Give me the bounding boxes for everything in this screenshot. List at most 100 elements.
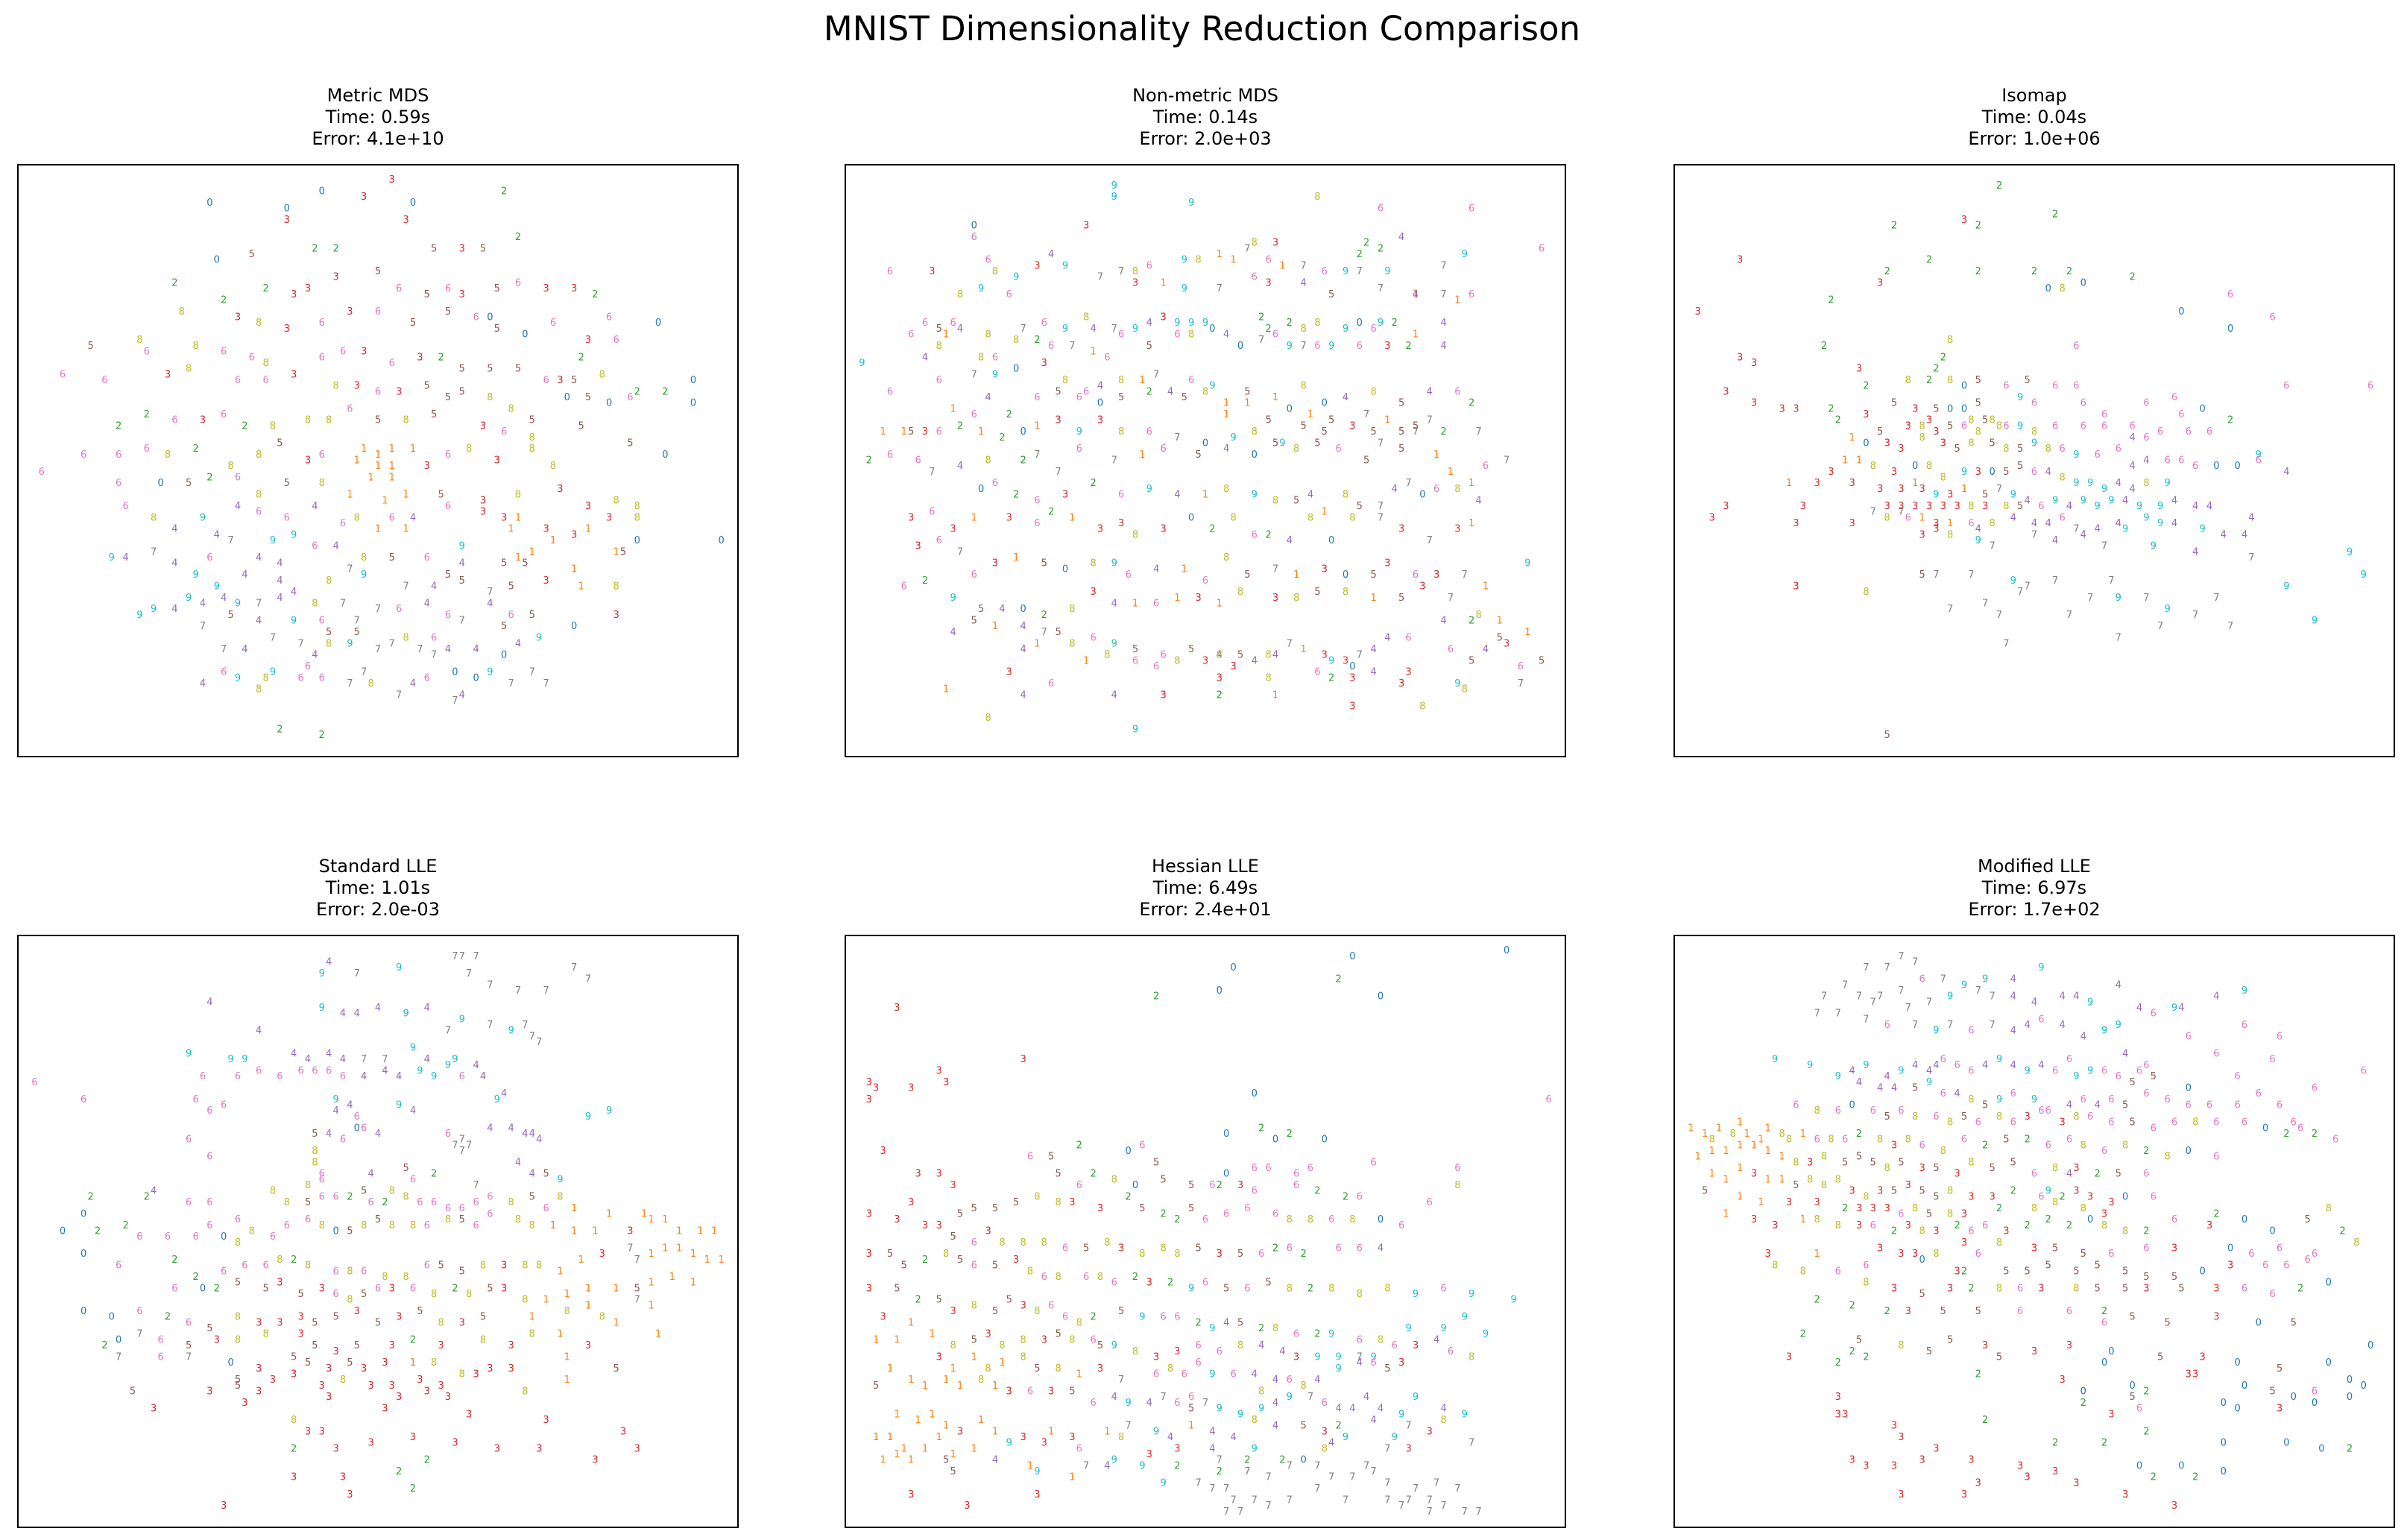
digit-point-6: 6	[1454, 1163, 1460, 1174]
digit-point-5: 5	[1314, 587, 1320, 598]
digit-point-0: 0	[1947, 403, 1953, 414]
digit-point-5: 5	[1975, 398, 1981, 409]
digit-point-0: 0	[2283, 1438, 2289, 1449]
digit-point-9: 9	[1258, 1404, 1264, 1415]
digit-point-1: 1	[978, 426, 984, 438]
digit-point-3: 3	[277, 1278, 283, 1289]
digit-point-8: 8	[1020, 1352, 1026, 1363]
digit-point-6: 6	[171, 1283, 177, 1294]
digit-point-2: 2	[1209, 524, 1215, 535]
digit-point-0: 0	[1300, 1455, 1306, 1466]
digit-point-5: 5	[1884, 1111, 1890, 1123]
digit-point-0: 0	[2312, 1398, 2318, 1409]
digit-point-7: 7	[1384, 1477, 1390, 1489]
digit-point-6: 6	[2038, 1014, 2044, 1025]
digit-point-5: 5	[1265, 1278, 1271, 1289]
digit-point-1: 1	[557, 1329, 563, 1340]
digit-point-6: 6	[367, 1197, 373, 1208]
digit-point-8: 8	[270, 420, 276, 432]
digit-point-1: 1	[1048, 1426, 1054, 1437]
digit-point-8: 8	[999, 1237, 1005, 1249]
digit-point-7: 7	[1989, 991, 1995, 1003]
digit-point-5: 5	[494, 324, 500, 335]
digit-point-9: 9	[410, 1043, 416, 1054]
digit-point-9: 9	[2164, 604, 2170, 615]
digit-point-5: 5	[445, 306, 451, 318]
digit-point-7: 7	[529, 1031, 535, 1042]
digit-point-6: 6	[1258, 1249, 1264, 1260]
digit-point-3: 3	[1160, 689, 1166, 701]
digit-point-4: 4	[2024, 1020, 2030, 1031]
digit-point-8: 8	[319, 478, 325, 489]
digit-point-6: 6	[375, 306, 381, 318]
digit-point-6: 6	[235, 1071, 241, 1082]
digit-point-8: 8	[1034, 1191, 1040, 1202]
digit-point-0: 0	[2101, 1357, 2107, 1369]
digit-point-2: 2	[1468, 398, 1474, 409]
digit-point-8: 8	[1940, 473, 1946, 484]
digit-point-5: 5	[1919, 1186, 1925, 1197]
digit-point-4: 4	[396, 1071, 402, 1082]
digit-point-3: 3	[1062, 490, 1068, 501]
digit-point-7: 7	[256, 599, 262, 610]
digit-point-8: 8	[410, 1220, 416, 1231]
digit-point-8: 8	[1800, 1266, 1806, 1277]
digit-point-4: 4	[2066, 501, 2072, 512]
digit-point-2: 2	[1828, 295, 1834, 306]
digit-point-6: 6	[277, 1071, 283, 1082]
digit-point-7: 7	[1055, 467, 1061, 478]
digit-point-3: 3	[936, 1169, 942, 1180]
digit-point-9: 9	[1933, 490, 1939, 501]
digit-point-6: 6	[501, 426, 507, 438]
digit-point-2: 2	[1378, 243, 1384, 254]
digit-point-8: 8	[403, 415, 408, 426]
digit-point-7: 7	[1427, 1495, 1433, 1506]
digit-point-7: 7	[1863, 962, 1869, 973]
digit-point-3: 3	[1891, 467, 1897, 478]
digit-point-2: 2	[1265, 529, 1271, 540]
digit-point-2: 2	[206, 473, 212, 484]
digit-point-4: 4	[1413, 289, 1419, 300]
digit-point-6: 6	[1933, 1111, 1939, 1123]
digit-point-7: 7	[361, 1054, 367, 1065]
digit-point-5: 5	[1856, 1152, 1862, 1163]
digit-point-8: 8	[361, 552, 367, 564]
digit-point-6: 6	[1244, 1203, 1250, 1214]
digit-point-8: 8	[1905, 1135, 1911, 1146]
digit-point-6: 6	[2269, 1289, 2275, 1300]
digit-point-4: 4	[1146, 1398, 1152, 1409]
digit-point-3: 3	[1265, 277, 1271, 288]
digit-point-8: 8	[1898, 1340, 1904, 1351]
digit-point-6: 6	[60, 369, 66, 380]
digit-point-9: 9	[1202, 318, 1208, 329]
digit-point-3: 3	[508, 1363, 514, 1375]
digit-point-3: 3	[585, 1340, 591, 1351]
digit-point-4: 4	[1328, 1438, 1334, 1449]
digit-point-6: 6	[1062, 1243, 1068, 1255]
digit-point-8: 8	[1307, 1214, 1313, 1225]
digit-point-4: 4	[1856, 1077, 1862, 1088]
digit-point-6: 6	[1468, 289, 1474, 300]
digit-point-8: 8	[1835, 1174, 1841, 1185]
digit-point-5: 5	[1539, 655, 1545, 666]
digit-point-6: 6	[2136, 1066, 2142, 1077]
panel-error-label: Error: 1.0e+06	[1968, 128, 2101, 149]
digit-point-5: 5	[1975, 375, 1981, 386]
digit-point-8: 8	[466, 1289, 472, 1300]
digit-point-3: 3	[1398, 524, 1404, 535]
digit-point-3: 3	[2101, 1209, 2107, 1220]
digit-point-6: 6	[206, 1197, 212, 1208]
digit-point-2: 2	[192, 444, 198, 455]
digit-point-6: 6	[1048, 1300, 1054, 1311]
digit-point-8: 8	[1462, 684, 1468, 695]
digit-point-1: 1	[571, 564, 577, 575]
digit-point-8: 8	[186, 364, 192, 375]
digit-point-8: 8	[634, 512, 640, 523]
digit-point-2: 2	[144, 1191, 150, 1202]
digit-point-0: 0	[1378, 991, 1384, 1003]
digit-point-2: 2	[95, 1226, 101, 1237]
digit-point-8: 8	[1252, 238, 1258, 249]
digit-point-6: 6	[929, 507, 935, 518]
digit-point-9: 9	[1139, 1460, 1145, 1471]
digit-point-6: 6	[2108, 1117, 2114, 1129]
